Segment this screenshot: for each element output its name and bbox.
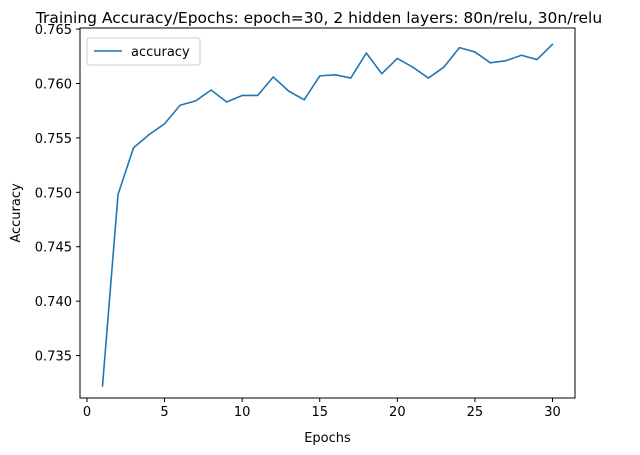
series-layer (101, 43, 554, 387)
data-point-accuracy (459, 47, 461, 49)
data-point-accuracy (257, 95, 259, 97)
data-point-accuracy (117, 194, 119, 196)
x-tick-label: 25 (467, 405, 484, 420)
data-point-accuracy (226, 101, 228, 103)
x-tick-label: 0 (83, 405, 91, 420)
series-line-accuracy (101, 43, 554, 387)
data-point-accuracy (148, 134, 150, 136)
y-tick-label: 0.755 (35, 132, 72, 147)
y-axis-label: Accuracy (9, 183, 24, 243)
data-point-accuracy (303, 99, 305, 101)
y-tick-label: 0.765 (35, 23, 72, 38)
data-point-accuracy (397, 58, 399, 60)
data-point-accuracy (536, 59, 538, 61)
data-point-accuracy (505, 60, 507, 62)
data-point-accuracy (179, 104, 181, 106)
plot-frame (79, 27, 576, 399)
data-point-accuracy (164, 123, 166, 125)
x-tick-label: 5 (160, 405, 168, 420)
x-axis-ticks: 0 5 10 15 20 25 30 (83, 398, 561, 420)
data-point-accuracy (381, 73, 383, 75)
data-point-accuracy (428, 77, 430, 79)
x-axis-label: Epochs (304, 431, 351, 446)
legend: accuracy (86, 37, 201, 66)
data-point-accuracy (412, 66, 414, 68)
y-tick-label: 0.745 (35, 241, 72, 256)
data-point-accuracy (443, 66, 445, 68)
y-axis-ticks: 0.735 0.740 0.745 0.750 0.755 0.760 0.765 (35, 23, 80, 365)
chart-title: Training Accuracy/Epochs: epoch=30, 2 hi… (35, 9, 602, 27)
legend-label-accuracy: accuracy (131, 45, 190, 60)
y-tick-label: 0.750 (35, 186, 72, 201)
data-point-accuracy (552, 44, 554, 46)
data-point-accuracy (241, 95, 243, 97)
data-point-accuracy (334, 74, 336, 76)
data-point-accuracy (490, 62, 492, 64)
data-point-accuracy (288, 90, 290, 92)
y-tick-label: 0.740 (35, 295, 72, 310)
plot-area (80, 28, 575, 398)
data-point-accuracy (210, 89, 212, 91)
x-tick-label: 20 (389, 405, 406, 420)
y-tick-label: 0.735 (35, 350, 72, 365)
y-tick-label: 0.760 (35, 78, 72, 93)
data-point-accuracy (350, 77, 352, 79)
data-point-accuracy (474, 51, 476, 53)
x-tick-label: 10 (234, 405, 251, 420)
data-point-accuracy (195, 100, 197, 102)
x-tick-label: 30 (544, 405, 561, 420)
legend-box (86, 37, 201, 66)
data-point-accuracy (521, 54, 523, 56)
data-point-accuracy (365, 52, 367, 54)
data-point-accuracy (272, 76, 274, 78)
data-point-accuracy (133, 147, 135, 149)
data-point-accuracy (102, 385, 104, 387)
data-point-accuracy (319, 75, 321, 77)
x-tick-label: 15 (311, 405, 328, 420)
